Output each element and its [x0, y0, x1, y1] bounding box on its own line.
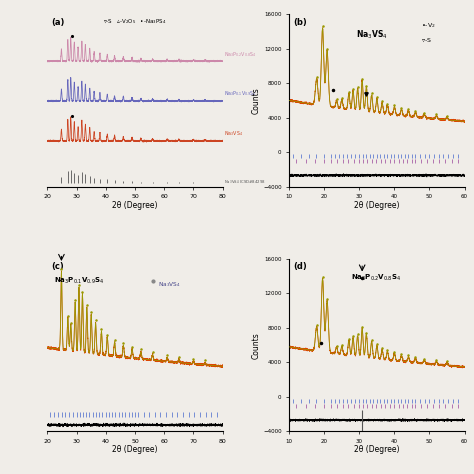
Y-axis label: Counts: Counts — [251, 332, 260, 358]
Text: $\bullet$-V$_2$: $\bullet$-V$_2$ — [421, 21, 436, 30]
Text: (a): (a) — [51, 18, 64, 27]
Text: (b): (b) — [293, 18, 307, 27]
Text: (c): (c) — [51, 263, 64, 272]
Text: (d): (d) — [293, 263, 307, 272]
X-axis label: 2θ (Degree): 2θ (Degree) — [112, 446, 158, 455]
Text: $\mathbf{\triangledown}$-S   $\mathbf{\vartriangle}$-V$_2$O$_5$   $\bullet$-Na$_: $\mathbf{\triangledown}$-S $\mathbf{\var… — [103, 18, 167, 27]
Text: $\triangledown$-S: $\triangledown$-S — [421, 36, 432, 44]
Text: Na$_3$P$_{0.1}$V$_{0.9}$S$_4$: Na$_3$P$_{0.1}$V$_{0.9}$S$_4$ — [224, 90, 257, 99]
X-axis label: 2θ (Degree): 2θ (Degree) — [354, 201, 400, 210]
X-axis label: 2θ (Degree): 2θ (Degree) — [112, 201, 158, 210]
X-axis label: 2θ (Degree): 2θ (Degree) — [354, 446, 400, 455]
Text: Na$_3$VS$_4$: Na$_3$VS$_4$ — [158, 280, 181, 289]
Text: Na$_3$P$_{0.2}$V$_{0.8}$S$_4$: Na$_3$P$_{0.2}$V$_{0.8}$S$_4$ — [224, 50, 257, 58]
Text: Na$_3$VS$_4$: Na$_3$VS$_4$ — [224, 129, 243, 138]
Text: Na$_3$VS$_4$ ICSD#84298: Na$_3$VS$_4$ ICSD#84298 — [224, 178, 266, 186]
Text: Na$_3$P$_{0.2}$V$_{0.8}$S$_4$: Na$_3$P$_{0.2}$V$_{0.8}$S$_4$ — [351, 273, 401, 283]
Y-axis label: Counts: Counts — [251, 87, 260, 114]
Text: Na$_3$P$_{0.1}$V$_{0.9}$S$_4$: Na$_3$P$_{0.1}$V$_{0.9}$S$_4$ — [55, 276, 105, 286]
Text: Na$_3$VS$_4$: Na$_3$VS$_4$ — [356, 28, 388, 40]
